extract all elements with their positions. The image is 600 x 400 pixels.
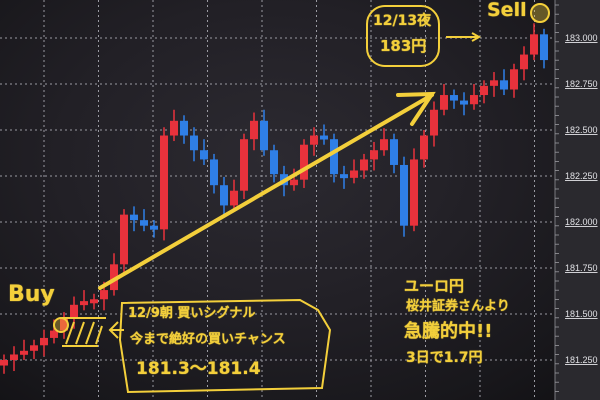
candle-up <box>490 80 498 86</box>
candle-up <box>430 109 438 136</box>
y-tick-label: 182.500 <box>565 125 598 135</box>
candle-down <box>320 135 328 140</box>
summary-line4: 3日で1.7円 <box>406 350 483 366</box>
y-tick-label: 181.250 <box>565 355 598 365</box>
buy-label: Buy <box>8 282 55 307</box>
candle-down <box>390 139 398 165</box>
candle-down <box>540 34 548 61</box>
candle-up <box>380 139 388 151</box>
y-tick-label: 182.250 <box>565 171 598 181</box>
candle-down <box>400 164 408 226</box>
candle-up <box>100 290 108 300</box>
candle-up <box>30 345 38 351</box>
candle-up <box>230 190 238 206</box>
candle-down <box>190 135 198 151</box>
sell-note-date: 12/13夜 <box>373 13 432 29</box>
buy-note-line1: 12/9朝 買いシグナル <box>128 306 256 321</box>
price-axis-panel <box>555 0 600 400</box>
candle-up <box>110 264 118 291</box>
candle-up <box>520 54 528 70</box>
candle-down <box>130 214 138 221</box>
candle-up <box>50 330 58 338</box>
candle-up <box>480 85 488 96</box>
candle-up <box>160 135 168 230</box>
candle-down <box>270 150 278 175</box>
candle-up <box>60 317 68 331</box>
y-tick-label: 182.750 <box>565 79 598 89</box>
candle-up <box>510 69 518 90</box>
summary-line1: ユーロ円 <box>404 277 465 295</box>
buy-note-line2: 今まで絶好の買いチャンス <box>130 332 286 347</box>
candle-up <box>70 304 78 318</box>
candle-up <box>440 95 448 110</box>
sell-note-price: 183円 <box>380 37 427 55</box>
candle-down <box>330 139 338 175</box>
candle-down <box>220 185 228 206</box>
candle-down <box>210 159 218 186</box>
candle-up <box>530 34 538 55</box>
sell-label: Sell <box>487 0 527 21</box>
summary-line3: 急騰的中!! <box>404 321 493 342</box>
candle-down <box>280 174 288 186</box>
candle-down <box>450 95 458 101</box>
candle-down <box>140 220 148 226</box>
candle-down <box>460 100 468 105</box>
candle-down <box>500 80 508 90</box>
buy-note-line3: 181.3〜181.4 <box>136 359 261 379</box>
candle-up <box>240 139 248 191</box>
candle-up <box>40 337 48 346</box>
candle-up <box>250 120 258 140</box>
candle-up <box>0 360 8 366</box>
candle-up <box>420 135 428 160</box>
candle-down <box>260 120 268 151</box>
candle-up <box>290 179 298 186</box>
y-tick-label: 182.000 <box>565 217 598 227</box>
y-tick-label: 181.750 <box>565 263 598 273</box>
summary-line2: 桜井証券さんより <box>406 299 510 314</box>
candle-down <box>150 225 158 230</box>
candle-up <box>410 159 418 226</box>
candle-up <box>370 150 378 160</box>
y-tick-label: 183.000 <box>565 33 598 43</box>
candle-up <box>470 95 478 105</box>
candle-up <box>350 170 358 178</box>
candle-up <box>310 135 318 145</box>
candle-up <box>20 350 28 355</box>
candle-down <box>340 174 348 179</box>
candle-up <box>120 214 128 265</box>
y-tick-label: 181.500 <box>565 309 598 319</box>
candle-down <box>180 120 188 136</box>
candle-up <box>90 299 98 304</box>
candle-up <box>80 301 88 306</box>
candle-up <box>300 144 308 180</box>
candle-up <box>360 159 368 171</box>
candle-up <box>10 354 18 360</box>
candle-down <box>200 150 208 160</box>
candle-up <box>170 120 178 136</box>
